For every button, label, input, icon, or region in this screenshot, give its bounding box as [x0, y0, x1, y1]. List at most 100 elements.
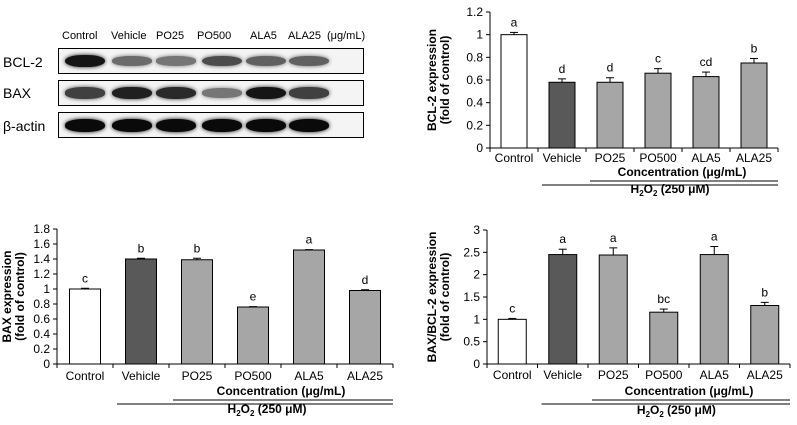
- bar: [740, 62, 768, 149]
- significance-letter: b: [761, 285, 768, 299]
- treatment-label: H2O2 (250 μM): [631, 182, 710, 198]
- blot-strip-bcl2: [58, 48, 364, 74]
- blot-band: [112, 86, 152, 100]
- blot-band: [112, 56, 152, 66]
- blot-strip-bax: [58, 80, 364, 106]
- bar: [548, 254, 578, 365]
- blot-band: [156, 87, 196, 99]
- blot-band: [156, 56, 196, 66]
- y-axis-label: BAX expression: [0, 250, 14, 342]
- y-tick-label: 3: [473, 223, 480, 237]
- blot-band: [289, 55, 329, 67]
- y-tick-label: 1: [476, 28, 483, 42]
- blot-band: [246, 55, 286, 67]
- bar: [349, 290, 381, 365]
- blot-strip-actin: [58, 112, 364, 138]
- bar: [497, 318, 527, 365]
- bar: [750, 304, 780, 365]
- bcl2-expression-chart: 0 0.2 0.4 0.6 0.8 1 1.2 a Control d Vehicle d PO25 c P…: [425, 5, 779, 198]
- x-tick-label: PO25: [182, 369, 213, 383]
- significance-letter: a: [559, 232, 566, 246]
- lane-header-vehicle: Vehicle: [111, 30, 147, 42]
- y-tick-label: 0.2: [466, 118, 483, 132]
- x-tick-label: Vehicle: [122, 369, 161, 383]
- significance-letter: d: [362, 273, 369, 287]
- blot-label-bax: BAX: [3, 85, 32, 101]
- y-tick-label: 1: [473, 312, 480, 326]
- lane-header-unit: (μg/mL): [327, 30, 366, 42]
- y-tick-label: 0: [476, 141, 483, 155]
- bar: [500, 34, 528, 149]
- significance-letter: d: [607, 61, 614, 75]
- bar: [125, 258, 157, 365]
- y-axis-label-unit: (fold of control): [13, 252, 27, 341]
- y-tick-label: 0.4: [33, 327, 50, 341]
- x-tick-label: PO500: [234, 369, 272, 383]
- y-axis-label: BCL-2 expression: [425, 29, 439, 131]
- y-tick-label: 0.5: [463, 335, 480, 349]
- y-tick-label: 1.5: [463, 290, 480, 304]
- blot-label-bcl2: BCL-2: [3, 54, 43, 70]
- y-tick-label: 0.8: [33, 297, 50, 311]
- x-tick-label: Control: [66, 369, 105, 383]
- treatment-label: H2O2 (250 μM): [637, 403, 716, 419]
- lane-header-control: Control: [62, 30, 98, 42]
- bax-expression-chart: 00.20.40.60.811.21.41.61.8 c Control b Vehic…: [0, 222, 394, 418]
- lane-header-ala25: ALA25: [288, 30, 322, 42]
- treatment-label: H2O2 (250 μM): [228, 402, 307, 418]
- significance-letter: a: [610, 231, 617, 245]
- significance-letter: b: [138, 241, 145, 255]
- significance-letter: a: [711, 230, 718, 244]
- blot-band: [202, 55, 242, 67]
- y-tick-label: 1.2: [466, 5, 483, 19]
- western-blot-panel: Control Vehicle PO25 PO500 ALA5 ALA25 (μ…: [0, 0, 400, 145]
- x-tick-label: ALA5: [294, 369, 324, 383]
- significance-letter: c: [655, 52, 661, 66]
- x-tick-label: Control: [495, 151, 534, 165]
- x-tick-label: ALA25: [347, 369, 383, 383]
- significance-letter: cd: [700, 55, 713, 69]
- y-axis-label: BAX/BCL-2 expression: [425, 232, 439, 363]
- significance-letter: a: [306, 233, 313, 247]
- blot-band: [65, 54, 105, 68]
- blot-band: [202, 88, 242, 98]
- bar: [596, 81, 624, 149]
- bax-bcl2-ratio-chart: 0 0.5 1 1.5 2 2.5 3 c Control a Vehicle a PO25 bc PO50…: [425, 223, 791, 419]
- bar: [699, 254, 729, 365]
- blot-band: [246, 118, 286, 132]
- significance-letter: e: [250, 290, 257, 304]
- x-tick-label: PO500: [639, 151, 677, 165]
- bar: [644, 72, 672, 149]
- bar: [692, 76, 720, 149]
- blot-band: [289, 87, 329, 99]
- x-tick-label: ALA25: [747, 368, 783, 382]
- significance-letter: b: [751, 41, 758, 55]
- blot-band: [289, 118, 329, 132]
- significance-letter: bc: [657, 292, 670, 306]
- x-tick-label: Control: [493, 368, 532, 382]
- y-tick-label: 2: [473, 268, 480, 282]
- y-tick-label: 0.6: [466, 73, 483, 87]
- y-tick-label: 1.2: [33, 267, 50, 281]
- y-tick-label: 1.6: [33, 237, 50, 251]
- concentration-label: Concentration (μg/mL): [625, 384, 754, 398]
- blot-band: [112, 118, 152, 132]
- concentration-label: Concentration (μg/mL): [217, 384, 346, 398]
- significance-letter: d: [559, 62, 566, 76]
- y-tick-label: 0.2: [33, 342, 50, 356]
- bar: [181, 259, 213, 365]
- lane-header-po25: PO25: [156, 30, 185, 42]
- blot-band: [202, 118, 242, 132]
- y-tick-label: 0.8: [466, 50, 483, 64]
- significance-letter: b: [194, 241, 201, 255]
- lane-header-po500: PO500: [197, 30, 232, 42]
- significance-letter: c: [509, 301, 515, 315]
- bar: [69, 288, 101, 365]
- significance-letter: c: [82, 271, 88, 285]
- y-tick-label: 1.4: [33, 252, 50, 266]
- lane-header-ala5: ALA5: [250, 30, 277, 42]
- bar: [237, 306, 269, 365]
- y-axis-label-unit: (fold of control): [438, 36, 452, 125]
- y-tick-label: 0.4: [466, 96, 483, 110]
- x-tick-label: PO500: [645, 368, 683, 382]
